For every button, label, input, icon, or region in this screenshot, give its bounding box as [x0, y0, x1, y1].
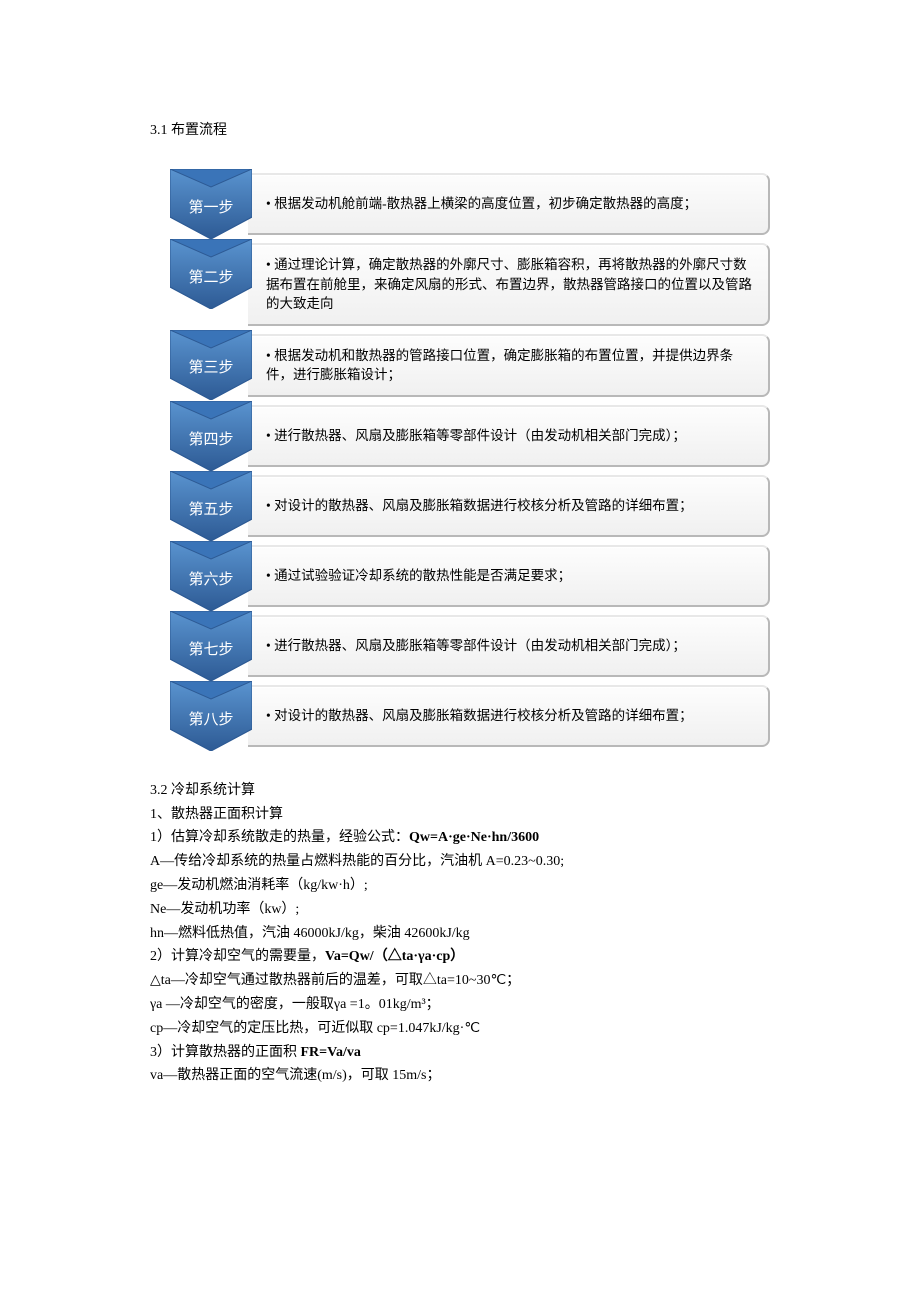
- step-body: 通过试验验证冷却系统的散热性能是否满足要求；: [248, 545, 770, 607]
- step-body: 通过理论计算，确定散热器的外廓尺寸、膨胀箱容积，再将散热器的外廓尺寸数据布置在前…: [248, 243, 770, 326]
- flow-step-5: 第五步 对设计的散热器、风扇及膨胀箱数据进行校核分析及管路的详细布置；: [170, 471, 770, 541]
- calc-line-3: 3）计算散热器的正面积 FR=Va/va: [150, 1041, 770, 1065]
- step-text: 对设计的散热器、风扇及膨胀箱数据进行校核分析及管路的详细布置；: [266, 706, 693, 726]
- flow-step-7: 第七步 进行散热器、风扇及膨胀箱等零部件设计（由发动机相关部门完成）；: [170, 611, 770, 681]
- step-body: 根据发动机和散热器的管路接口位置，确定膨胀箱的布置位置，并提供边界条件，进行膨胀…: [248, 334, 770, 397]
- step-text: 通过理论计算，确定散热器的外廓尺寸、膨胀箱容积，再将散热器的外廓尺寸数据布置在前…: [266, 255, 754, 314]
- calc-line-2: 2）计算冷却空气的需要量，Va=Qw/（△ta·γa·cp）: [150, 945, 770, 969]
- step-text: 对设计的散热器、风扇及膨胀箱数据进行校核分析及管路的详细布置；: [266, 496, 693, 516]
- def-cp: cp—冷却空气的定压比热，可近似取 cp=1.047kJ/kg·℃: [150, 1017, 770, 1041]
- chevron-label: 第二步: [188, 267, 233, 290]
- step-body: 对设计的散热器、风扇及膨胀箱数据进行校核分析及管路的详细布置；: [248, 685, 770, 747]
- flow-step-4: 第四步 进行散热器、风扇及膨胀箱等零部件设计（由发动机相关部门完成）；: [170, 401, 770, 471]
- chevron-label: 第四步: [188, 429, 233, 452]
- item-1-title: 1、散热器正面积计算: [150, 803, 770, 827]
- chevron-icon: 第四步: [170, 401, 252, 471]
- def-A: A—传给冷却系统的热量占燃料热能的百分比，汽油机 A=0.23~0.30;: [150, 850, 770, 874]
- chevron-icon: 第七步: [170, 611, 252, 681]
- def-va: va—散热器正面的空气流速(m/s)，可取 15m/s；: [150, 1064, 770, 1088]
- chevron-icon: 第五步: [170, 471, 252, 541]
- def-hn: hn—燃料低热值，汽油 46000kJ/kg，柴油 42600kJ/kg: [150, 922, 770, 946]
- chevron-icon: 第一步: [170, 169, 252, 239]
- heading-3-2: 3.2 冷却系统计算: [150, 779, 770, 803]
- step-body: 进行散热器、风扇及膨胀箱等零部件设计（由发动机相关部门完成）；: [248, 405, 770, 467]
- flow-step-1: 第一步 根据发动机舱前端-散热器上横梁的高度位置，初步确定散热器的高度；: [170, 169, 770, 239]
- chevron-label: 第八步: [188, 709, 233, 732]
- calc-line-1: 1）估算冷却系统散走的热量，经验公式：Qw=A·ge·Ne·hn/3600: [150, 826, 770, 850]
- section-3-2: 3.2 冷却系统计算 1、散热器正面积计算 1）估算冷却系统散走的热量，经验公式…: [150, 779, 770, 1088]
- def-Ne: Ne—发动机功率（kw）;: [150, 898, 770, 922]
- chevron-icon: 第二步: [170, 239, 252, 309]
- chevron-icon: 第六步: [170, 541, 252, 611]
- flowchart: 第一步根据发动机舱前端-散热器上横梁的高度位置，初步确定散热器的高度；第二步通过…: [170, 169, 770, 751]
- step-body: 根据发动机舱前端-散热器上横梁的高度位置，初步确定散热器的高度；: [248, 173, 770, 235]
- flow-step-6: 第六步 通过试验验证冷却系统的散热性能是否满足要求；: [170, 541, 770, 611]
- step-body: 对设计的散热器、风扇及膨胀箱数据进行校核分析及管路的详细布置；: [248, 475, 770, 537]
- flow-step-8: 第八步 对设计的散热器、风扇及膨胀箱数据进行校核分析及管路的详细布置；: [170, 681, 770, 751]
- chevron-label: 第六步: [188, 569, 233, 592]
- chevron-label: 第三步: [188, 357, 233, 380]
- chevron-icon: 第三步: [170, 330, 252, 400]
- def-ga: γa —冷却空气的密度，一般取γa =1。01kg/m³；: [150, 993, 770, 1017]
- def-ge: ge—发动机燃油消耗率（kg/kw·h）;: [150, 874, 770, 898]
- step-text: 进行散热器、风扇及膨胀箱等零部件设计（由发动机相关部门完成）；: [266, 636, 686, 656]
- step-text: 进行散热器、风扇及膨胀箱等零部件设计（由发动机相关部门完成）；: [266, 426, 686, 446]
- flow-step-2: 第二步 通过理论计算，确定散热器的外廓尺寸、膨胀箱容积，再将散热器的外廓尺寸数据布…: [170, 239, 770, 330]
- heading-3-1: 3.1 布置流程: [150, 120, 770, 141]
- chevron-icon: 第八步: [170, 681, 252, 751]
- step-text: 根据发动机和散热器的管路接口位置，确定膨胀箱的布置位置，并提供边界条件，进行膨胀…: [266, 346, 754, 385]
- step-body: 进行散热器、风扇及膨胀箱等零部件设计（由发动机相关部门完成）；: [248, 615, 770, 677]
- chevron-label: 第五步: [188, 499, 233, 522]
- chevron-label: 第七步: [188, 639, 233, 662]
- step-text: 根据发动机舱前端-散热器上横梁的高度位置，初步确定散热器的高度；: [266, 194, 697, 214]
- step-text: 通过试验验证冷却系统的散热性能是否满足要求；: [266, 566, 571, 586]
- chevron-label: 第一步: [188, 197, 233, 220]
- flow-step-3: 第三步 根据发动机和散热器的管路接口位置，确定膨胀箱的布置位置，并提供边界条件，进…: [170, 330, 770, 401]
- def-dta: △ta—冷却空气通过散热器前后的温差，可取△ta=10~30℃；: [150, 969, 770, 993]
